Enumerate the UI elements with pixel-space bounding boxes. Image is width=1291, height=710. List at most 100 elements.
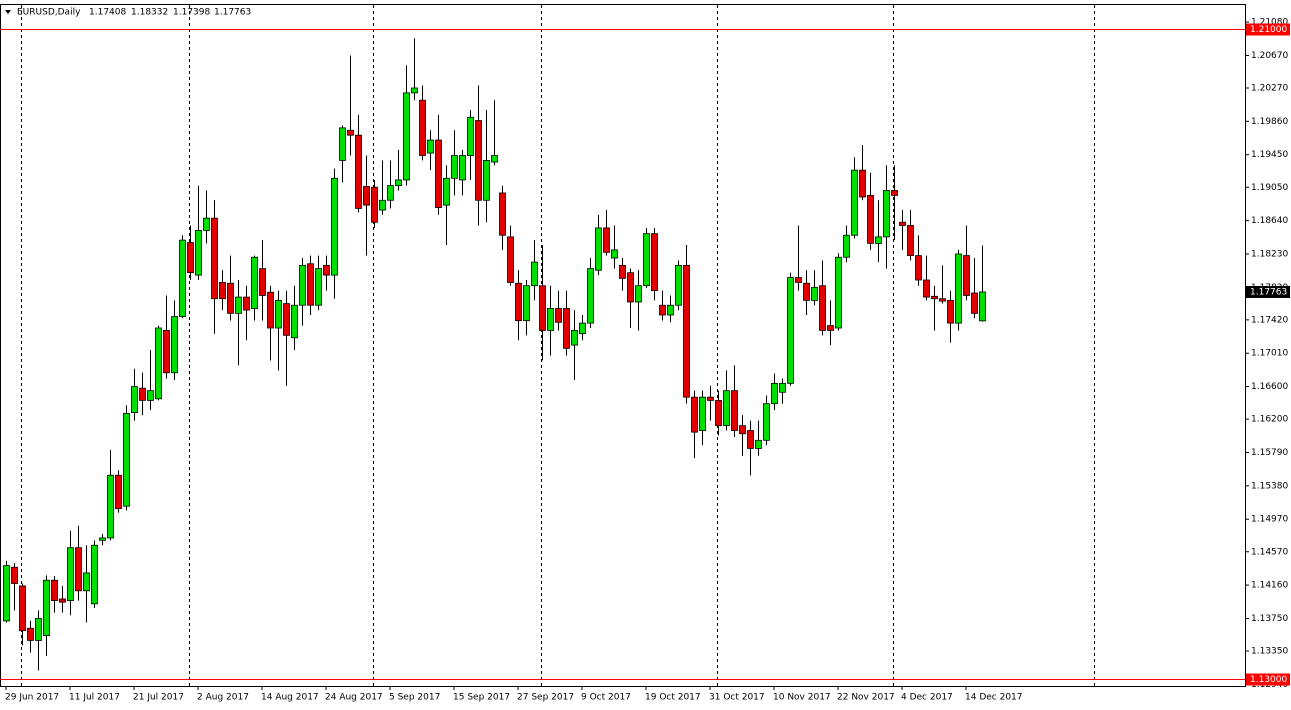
candle-body [795,277,802,283]
candle-body [195,229,202,276]
x-tick-label: 24 Aug 2017 [325,693,383,703]
y-tick-label: 1.18230 [1251,249,1288,259]
candle-body [291,304,298,339]
candle-body [19,585,26,632]
candle-body [811,286,818,301]
x-tick-label: 14 Dec 2017 [965,693,1023,703]
header-close: 1.17763 [214,8,251,18]
header-high: 1.18332 [131,8,168,18]
candle-body [35,618,42,641]
candle-body [539,285,546,331]
x-tick-label: 4 Dec 2017 [901,693,953,703]
candle-body [131,386,138,414]
candle-body [163,330,170,374]
candle-body [75,547,82,592]
candle-body [739,425,746,435]
candle-body [683,264,690,398]
candle-body [755,439,762,449]
candle-body [779,382,786,393]
candle-body [571,330,578,346]
header-open: 1.17408 [89,8,126,18]
candle-body [691,396,698,433]
candle-body [891,190,898,196]
candle-body [587,268,594,324]
candle-body [379,199,386,211]
candle-body [459,155,466,181]
y-tick-label: 1.14570 [1251,547,1288,557]
candle-body [643,233,650,287]
x-tick-label: 11 Jul 2017 [69,693,120,703]
level-tag [1246,23,1290,36]
candle-body [467,116,474,156]
y-tick-label: 1.21080 [1251,18,1288,28]
header-low: 1.17398 [173,8,210,18]
candle-body [515,282,522,322]
candle-body [347,129,354,136]
y-tick-label: 1.15790 [1251,448,1288,458]
candle-body [915,255,922,281]
candle-body [819,285,826,331]
candle-body [227,282,234,314]
candle-body [91,544,98,605]
candle-body [307,263,314,306]
candle-body [979,291,986,322]
candle-body [835,256,842,329]
candle-body [763,403,770,441]
candle-body [299,264,306,306]
candle-body [219,282,226,300]
candle-body [803,282,810,301]
candle-body [123,413,130,507]
candle-body [275,299,282,329]
candle-body [147,390,154,401]
candle-body [155,327,162,400]
candle-body [747,430,754,449]
candle-body [627,272,634,303]
menu-arrow[interactable] [5,10,11,14]
candle-body [251,256,258,309]
y-tick-label: 1.16200 [1251,415,1288,425]
price-tag [1246,285,1290,298]
candle-body [947,299,954,324]
candle-body [899,221,906,226]
x-tick-label: 2 Aug 2017 [197,693,249,703]
candle-body [603,227,610,253]
candle-body [707,396,714,401]
candle-body [883,190,890,238]
candle-body [43,579,50,636]
y-tick-label: 1.16600 [1251,382,1288,392]
candle-body [83,572,90,592]
y-tick-label: 1.20670 [1251,51,1288,61]
x-tick-label: 14 Aug 2017 [261,693,319,703]
y-tick-label: 1.18640 [1251,216,1288,226]
x-tick-label: 9 Oct 2017 [581,693,631,703]
y-tick-label: 1.13350 [1251,647,1288,657]
candle-body [115,474,122,510]
candle-body [107,474,114,539]
x-tick-label: 19 Oct 2017 [645,693,701,703]
candle-body [179,239,186,318]
candle-body [859,169,866,198]
y-tick-label: 1.15380 [1251,481,1288,491]
candle-body [267,291,274,329]
candle-body [331,177,338,276]
candle-body [259,268,266,296]
y-tick-label: 1.19860 [1251,117,1288,127]
candle-body [235,296,242,314]
candle-body [635,285,642,303]
x-tick-label: 15 Sep 2017 [453,693,510,703]
candle-body [427,139,434,154]
candle-body [771,382,778,405]
y-tick-label: 1.14160 [1251,581,1288,591]
candle-body [507,236,514,283]
y-tick-label: 1.13750 [1251,614,1288,624]
candle-body [67,547,74,601]
candle-body [451,155,458,179]
candle-body [659,304,666,316]
candle-body [139,387,146,401]
candle-body [435,139,442,208]
candle-body [787,277,794,384]
candle-body [547,308,554,331]
x-tick-label: 29 Jun 2017 [5,693,59,703]
y-tick-label: 1.14970 [1251,515,1288,525]
level-label: 1.21000 [1250,25,1287,35]
